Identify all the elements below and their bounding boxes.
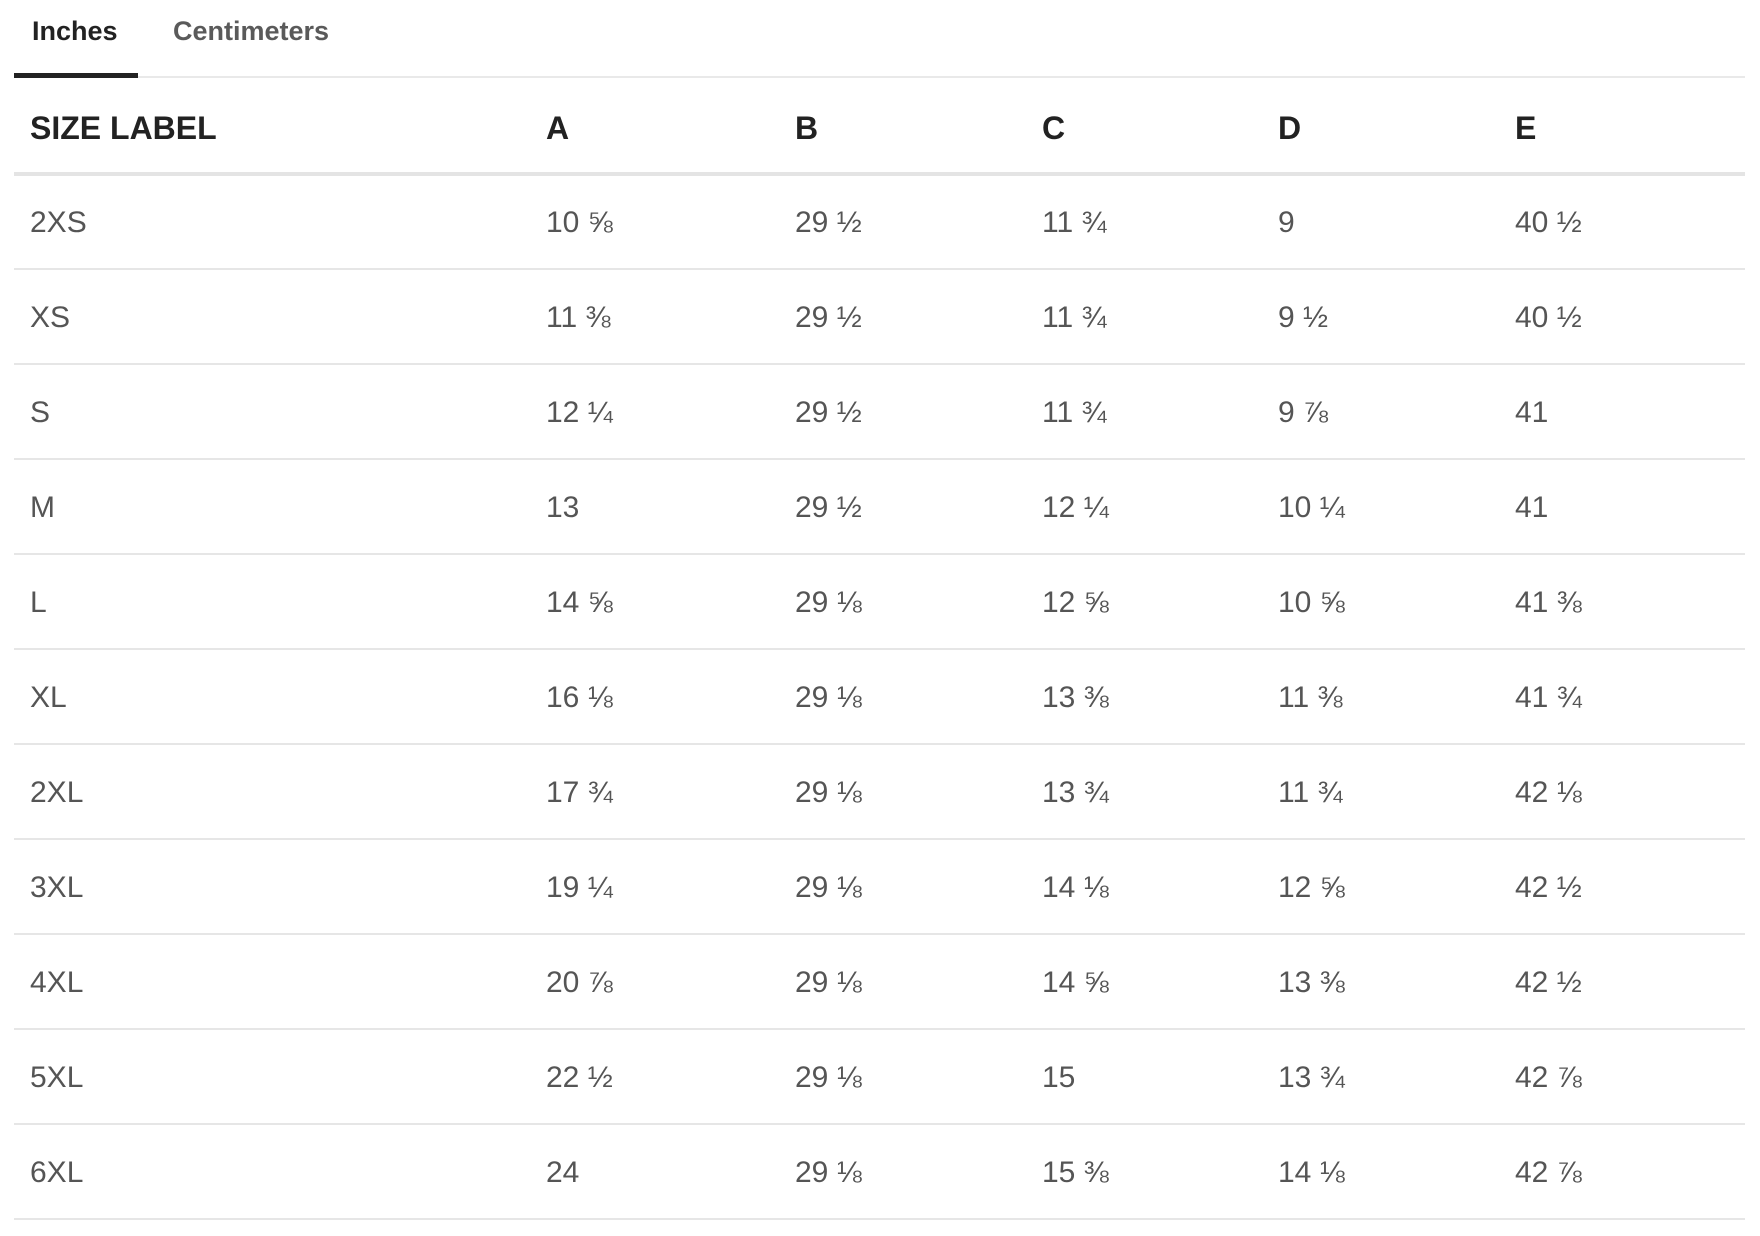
a-cell: 24	[530, 1124, 779, 1220]
d-cell: 10 ¼	[1262, 459, 1499, 555]
a-cell: 14 ⅝	[530, 554, 779, 650]
size-label-cell: 2XS	[14, 174, 530, 270]
size-label-cell: XS	[14, 269, 530, 365]
e-cell: 42 ⅞	[1499, 1029, 1745, 1125]
e-cell: 42 ½	[1499, 934, 1745, 1030]
column-header-c: C	[1026, 78, 1262, 176]
size-label-cell: S	[14, 364, 530, 460]
table-row: 4XL 20 ⅞ 29 ⅛ 14 ⅝ 13 ⅜ 42 ½	[14, 934, 1745, 1030]
e-cell: 42 ⅞	[1499, 1124, 1745, 1220]
column-header-d: D	[1262, 78, 1499, 176]
a-cell: 12 ¼	[530, 364, 779, 460]
d-cell: 13 ¾	[1262, 1029, 1499, 1125]
size-label-cell: 5XL	[14, 1029, 530, 1125]
c-cell: 11 ¾	[1026, 269, 1262, 365]
b-cell: 29 ⅛	[779, 934, 1026, 1030]
c-cell: 15 ⅜	[1026, 1124, 1262, 1220]
size-label-cell: 3XL	[14, 839, 530, 935]
b-cell: 29 ⅛	[779, 1029, 1026, 1125]
c-cell: 14 ⅛	[1026, 839, 1262, 935]
d-cell: 11 ¾	[1262, 744, 1499, 840]
c-cell: 11 ¾	[1026, 174, 1262, 270]
b-cell: 29 ⅛	[779, 649, 1026, 745]
e-cell: 41 ⅜	[1499, 554, 1745, 650]
c-cell: 11 ¾	[1026, 364, 1262, 460]
column-header-b: B	[779, 78, 1026, 176]
e-cell: 40 ½	[1499, 269, 1745, 365]
e-cell: 41 ¾	[1499, 649, 1745, 745]
d-cell: 14 ⅛	[1262, 1124, 1499, 1220]
e-cell: 40 ½	[1499, 174, 1745, 270]
unit-tabs: Inches Centimeters	[14, 0, 1745, 78]
d-cell: 9	[1262, 174, 1499, 270]
a-cell: 13	[530, 459, 779, 555]
b-cell: 29 ⅛	[779, 744, 1026, 840]
d-cell: 11 ⅜	[1262, 649, 1499, 745]
d-cell: 13 ⅜	[1262, 934, 1499, 1030]
a-cell: 16 ⅛	[530, 649, 779, 745]
b-cell: 29 ½	[779, 364, 1026, 460]
b-cell: 29 ½	[779, 174, 1026, 270]
c-cell: 12 ¼	[1026, 459, 1262, 555]
table-row: M 13 29 ½ 12 ¼ 10 ¼ 41	[14, 459, 1745, 555]
d-cell: 10 ⅝	[1262, 554, 1499, 650]
b-cell: 29 ⅛	[779, 839, 1026, 935]
d-cell: 9 ½	[1262, 269, 1499, 365]
a-cell: 20 ⅞	[530, 934, 779, 1030]
tab-inches[interactable]: Inches	[14, 0, 138, 78]
d-cell: 9 ⅞	[1262, 364, 1499, 460]
b-cell: 29 ½	[779, 459, 1026, 555]
table-row: 5XL 22 ½ 29 ⅛ 15 13 ¾ 42 ⅞	[14, 1029, 1745, 1125]
column-header-e: E	[1499, 78, 1745, 176]
size-label-cell: M	[14, 459, 530, 555]
size-label-cell: 2XL	[14, 744, 530, 840]
c-cell: 14 ⅝	[1026, 934, 1262, 1030]
size-table: SIZE LABEL A B C D E 2XS 10 ⅝ 29 ½ 11 ¾ 9 40 …	[14, 78, 1745, 1220]
c-cell: 13 ¾	[1026, 744, 1262, 840]
size-chart: Inches Centimeters SIZE LABEL A B C D E …	[14, 0, 1745, 1220]
b-cell: 29 ⅛	[779, 554, 1026, 650]
table-row: L 14 ⅝ 29 ⅛ 12 ⅝ 10 ⅝ 41 ⅜	[14, 554, 1745, 650]
size-label-cell: 6XL	[14, 1124, 530, 1220]
a-cell: 10 ⅝	[530, 174, 779, 270]
b-cell: 29 ½	[779, 269, 1026, 365]
a-cell: 17 ¾	[530, 744, 779, 840]
table-row: 6XL 24 29 ⅛ 15 ⅜ 14 ⅛ 42 ⅞	[14, 1124, 1745, 1220]
b-cell: 29 ⅛	[779, 1124, 1026, 1220]
e-cell: 41	[1499, 459, 1745, 555]
tab-centimeters[interactable]: Centimeters	[173, 16, 330, 46]
c-cell: 12 ⅝	[1026, 554, 1262, 650]
c-cell: 13 ⅜	[1026, 649, 1262, 745]
a-cell: 11 ⅜	[530, 269, 779, 365]
e-cell: 42 ½	[1499, 839, 1745, 935]
table-row: 2XL 17 ¾ 29 ⅛ 13 ¾ 11 ¾ 42 ⅛	[14, 744, 1745, 840]
column-header-a: A	[530, 78, 779, 176]
size-label-cell: XL	[14, 649, 530, 745]
e-cell: 41	[1499, 364, 1745, 460]
table-row: 2XS 10 ⅝ 29 ½ 11 ¾ 9 40 ½	[14, 174, 1745, 270]
size-label-cell: 4XL	[14, 934, 530, 1030]
a-cell: 19 ¼	[530, 839, 779, 935]
a-cell: 22 ½	[530, 1029, 779, 1125]
size-label-cell: L	[14, 554, 530, 650]
c-cell: 15	[1026, 1029, 1262, 1125]
column-header-size-label: SIZE LABEL	[14, 78, 530, 176]
header-row: SIZE LABEL A B C D E	[14, 78, 1745, 176]
table-row: XL 16 ⅛ 29 ⅛ 13 ⅜ 11 ⅜ 41 ¾	[14, 649, 1745, 745]
d-cell: 12 ⅝	[1262, 839, 1499, 935]
e-cell: 42 ⅛	[1499, 744, 1745, 840]
table-row: 3XL 19 ¼ 29 ⅛ 14 ⅛ 12 ⅝ 42 ½	[14, 839, 1745, 935]
